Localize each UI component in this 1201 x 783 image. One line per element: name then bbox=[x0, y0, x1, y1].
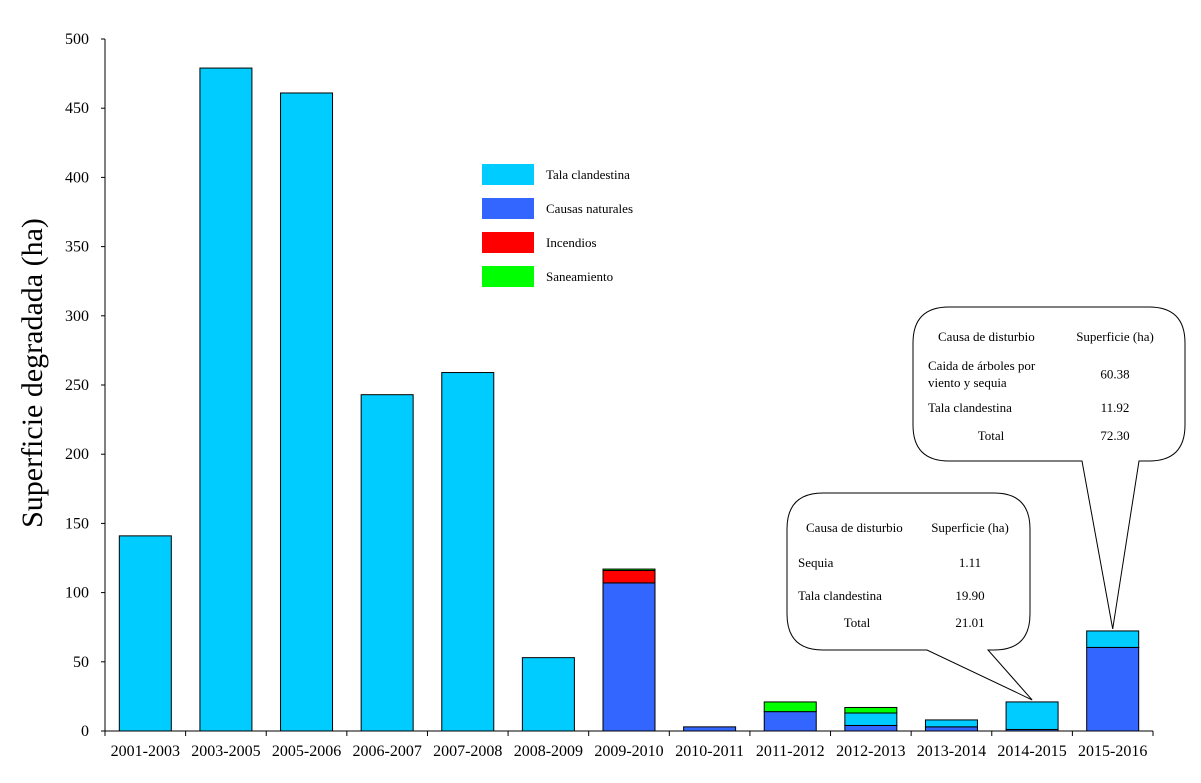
callout-row-label: Total bbox=[844, 615, 871, 630]
callout-header-area: Superficie (ha) bbox=[931, 520, 1009, 535]
bar-segment bbox=[763, 701, 817, 713]
x-tick-label: 2009-2010 bbox=[594, 743, 663, 760]
y-tick-label: 450 bbox=[65, 100, 89, 117]
bar-segment bbox=[602, 568, 656, 571]
legend-label: Causas naturales bbox=[546, 201, 633, 216]
x-tick-label: 2007-2008 bbox=[433, 743, 502, 760]
bar-segment bbox=[844, 724, 898, 732]
bar-segment bbox=[602, 569, 656, 584]
bar-segment bbox=[683, 726, 737, 732]
bar-segment bbox=[844, 706, 898, 714]
callouts-group: Causa de disturbio Superficie (ha) Sequia 1… bbox=[786, 306, 1186, 701]
x-tick-label: 2001-2003 bbox=[111, 743, 180, 760]
y-tick-label: 500 bbox=[65, 31, 89, 48]
legend-swatch bbox=[482, 198, 534, 219]
legend-swatch bbox=[482, 266, 534, 287]
y-tick-label: 200 bbox=[65, 446, 89, 463]
x-tick-label: 2012-2013 bbox=[836, 743, 905, 760]
bar-segment bbox=[360, 394, 414, 732]
x-tick-label: 2008-2009 bbox=[514, 743, 583, 760]
y-tick-label: 400 bbox=[65, 169, 89, 186]
bars-group bbox=[118, 67, 1140, 732]
y-tick-label: 300 bbox=[65, 308, 89, 325]
callout-row-value: 1.11 bbox=[959, 555, 981, 570]
bar-segment bbox=[924, 719, 978, 728]
callout-row-value: 60.38 bbox=[1100, 367, 1129, 382]
callout-row-value: 11.92 bbox=[1101, 400, 1130, 415]
y-axis-label: Superficie degradada (ha) bbox=[16, 218, 49, 528]
legend-label: Incendios bbox=[546, 235, 597, 250]
bar-segment bbox=[280, 92, 334, 732]
bar-segment bbox=[1086, 630, 1140, 648]
x-tick-label: 2015-2016 bbox=[1078, 743, 1147, 760]
bar-segment bbox=[602, 582, 656, 732]
callout-header-cause: Causa de disturbio bbox=[806, 520, 903, 535]
y-tick-label: 50 bbox=[73, 654, 89, 671]
bar-segment bbox=[199, 67, 253, 732]
legend-swatch bbox=[482, 232, 534, 253]
x-tick-label: 2003-2005 bbox=[191, 743, 260, 760]
axes-group: 0 50 100 150 200 250 300 350 400 450 500 2001-2003 2… bbox=[65, 31, 1154, 760]
y-tick-label: 100 bbox=[65, 585, 89, 602]
bar-segment bbox=[441, 372, 495, 732]
callout-row-label: Tala clandestina bbox=[928, 400, 1012, 415]
x-tick-label: 2011-2012 bbox=[756, 743, 825, 760]
bar-segment bbox=[118, 535, 172, 732]
legend-label: Saneamiento bbox=[546, 269, 613, 284]
bar-segment bbox=[763, 711, 817, 732]
callout-header-cause: Causa de disturbio bbox=[938, 329, 1035, 344]
y-tick-label: 0 bbox=[81, 723, 89, 740]
bar-segment bbox=[1005, 701, 1059, 730]
bar-segment bbox=[521, 657, 575, 732]
legend-swatch bbox=[482, 164, 534, 185]
callout-bubble bbox=[786, 492, 1033, 701]
x-tick-label: 2005-2006 bbox=[272, 743, 341, 760]
y-tick-label: 250 bbox=[65, 377, 89, 394]
callout-bubble bbox=[912, 306, 1186, 629]
legend: Tala clandestina Causas naturales Incendio… bbox=[482, 164, 633, 287]
x-tick-label: 2006-2007 bbox=[352, 743, 421, 760]
y-tick-label: 350 bbox=[65, 239, 89, 256]
callout-row-label: Total bbox=[978, 428, 1005, 443]
y-tick-label: 150 bbox=[65, 515, 89, 532]
x-tick-label: 2014-2015 bbox=[997, 743, 1066, 760]
callout-row-label: Sequia bbox=[798, 555, 834, 570]
callout-row-value: 21.01 bbox=[955, 615, 984, 630]
bar-segment bbox=[1086, 646, 1140, 732]
bar-segment bbox=[844, 712, 898, 726]
callout-row-value: 72.30 bbox=[1100, 428, 1129, 443]
callout-row-value: 19.90 bbox=[955, 588, 984, 603]
callout-row-label: Tala clandestina bbox=[798, 588, 882, 603]
bar-segment bbox=[924, 726, 978, 732]
callout-header-area: Superficie (ha) bbox=[1076, 329, 1154, 344]
callout-row-label: Caida de árboles por bbox=[928, 358, 1036, 373]
x-tick-label: 2010-2011 bbox=[675, 743, 744, 760]
x-tick-label: 2013-2014 bbox=[917, 743, 986, 760]
callout-row-label: viento y sequia bbox=[928, 375, 1007, 390]
legend-label: Tala clandestina bbox=[546, 167, 630, 182]
